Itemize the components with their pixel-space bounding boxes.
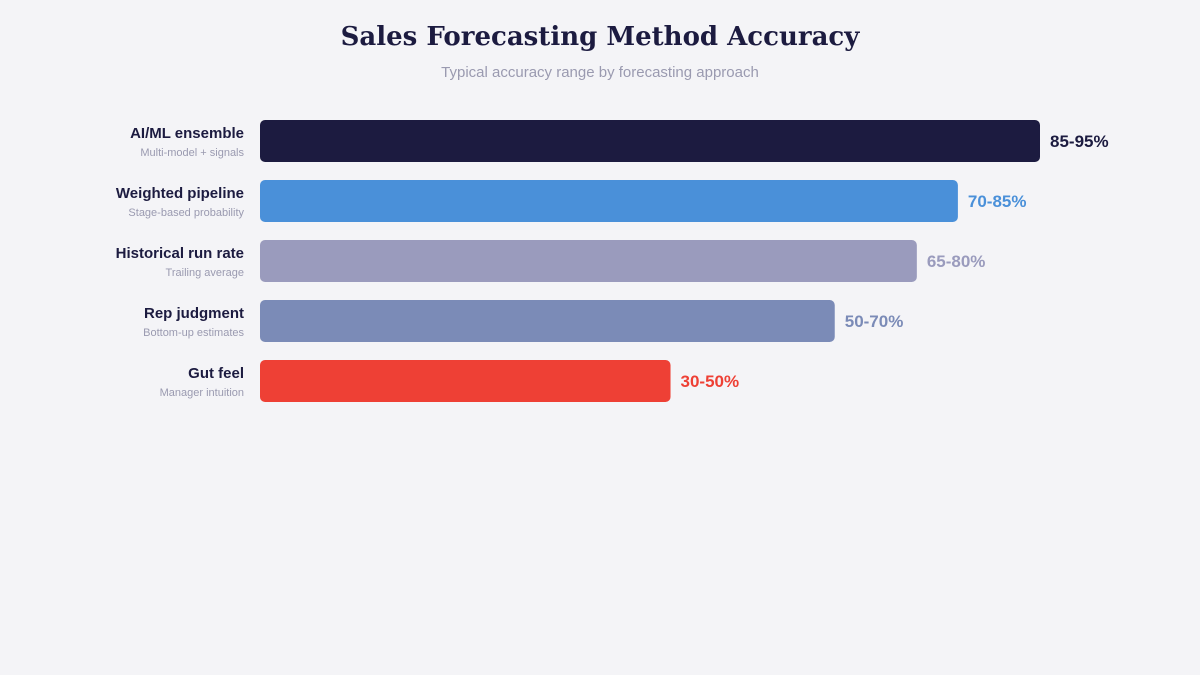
value-label-gut-feel: 30-50%	[681, 372, 740, 391]
category-label-rep-judgment: Rep judgment	[144, 305, 244, 322]
bar-gut-feel	[260, 360, 671, 402]
category-sublabel-weighted-pipeline: Stage-based probability	[128, 207, 244, 219]
category-label-gut-feel: Gut feel	[188, 365, 244, 382]
chart-subtitle: Typical accuracy range by forecasting ap…	[441, 64, 759, 81]
bar-ai-ml-ensemble	[260, 120, 1040, 162]
category-label-weighted-pipeline: Weighted pipeline	[116, 185, 244, 202]
category-label-historical-run-rate: Historical run rate	[116, 245, 244, 262]
value-label-weighted-pipeline: 70-85%	[968, 192, 1027, 211]
category-sublabel-gut-feel: Manager intuition	[160, 387, 244, 399]
category-sublabel-rep-judgment: Bottom-up estimates	[143, 327, 244, 339]
category-label-ai-ml-ensemble: AI/ML ensemble	[130, 125, 244, 142]
category-sublabel-historical-run-rate: Trailing average	[166, 267, 244, 279]
bar-historical-run-rate	[260, 240, 917, 282]
bar-rep-judgment	[260, 300, 835, 342]
value-label-rep-judgment: 50-70%	[845, 312, 904, 331]
chart-title: Sales Forecasting Method Accuracy	[340, 22, 860, 52]
value-label-historical-run-rate: 65-80%	[927, 252, 986, 271]
bar-weighted-pipeline	[260, 180, 958, 222]
value-label-ai-ml-ensemble: 85-95%	[1050, 132, 1109, 151]
category-sublabel-ai-ml-ensemble: Multi-model + signals	[140, 147, 244, 159]
